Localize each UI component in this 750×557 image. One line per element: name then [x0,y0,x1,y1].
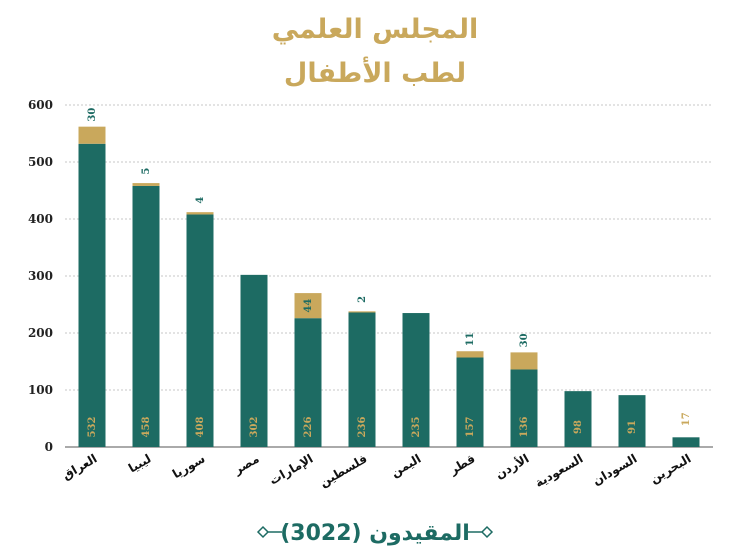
y-tick-label: 600 [28,98,53,112]
data-label: 458 [141,417,152,438]
data-label: 157 [465,417,476,438]
data-label: 302 [249,417,260,438]
y-axis: 0 100 200 300 400 500 600 [28,98,53,454]
data-label: 235 [411,417,422,438]
x-tick-label: اليمن [388,451,423,479]
y-tick-label: 200 [28,326,53,340]
chart-title-line2: لطب الأطفال [284,56,466,89]
bar-segment [402,313,430,447]
gridlines [65,104,713,448]
y-tick-label: 300 [28,269,53,283]
footer-caption: المقيدون (3022) [280,521,470,546]
x-tick-label: سوريا [170,451,208,482]
x-tick-label: السودان [590,451,640,488]
bar-segment [132,185,160,447]
x-tick-label: الإمارات [267,451,316,487]
x-tick-label: البحرين [648,451,694,486]
data-label: 2 [357,296,368,303]
bar-segment [294,293,322,319]
data-label: 136 [519,417,530,438]
bar-segment [348,312,376,447]
bar-segment [672,437,700,447]
chart-title-line1: المجلس العلمي [272,14,479,45]
data-label: 532 [87,417,98,438]
data-label: 44 [303,299,314,313]
bar-segment [294,318,322,447]
bar-segment [564,391,592,447]
bar-segment [348,311,376,313]
x-tick-label: ليبيا [126,451,154,475]
bar-segment [456,357,484,447]
y-tick-label: 400 [28,212,53,226]
y-tick-label: 0 [45,440,53,454]
left-ornament-icon [256,525,282,539]
bar-segment [186,214,214,447]
bar-segment [78,126,106,144]
bar-segment [510,369,538,447]
data-label: 17 [681,412,692,426]
bar-segment [618,395,646,447]
data-label: 226 [303,417,314,438]
x-tick-label: السعودية [533,451,586,491]
bar-segment [132,183,160,186]
data-label: 5 [141,168,152,175]
data-label: 98 [573,420,584,434]
data-label: 11 [465,332,476,346]
data-label: 30 [87,108,98,122]
data-label: 30 [519,333,530,347]
data-label: 236 [357,417,368,438]
right-ornament-icon [468,525,494,539]
x-tick-label: قطر [446,451,477,477]
bar-segment [510,352,538,370]
value-labels: 532 30 458 5 408 4 302 226 44 236 2 235 157 11 136 30 98… [87,108,692,438]
data-label: 91 [627,420,638,434]
bar-segment [456,351,484,358]
data-label: 4 [195,197,206,204]
x-tick-label: فلسطين [317,451,369,489]
x-tick-label: مصر [230,451,261,477]
bar-segment [186,212,214,215]
x-axis: العراق ليبيا سوريا مصر الإمارات فلسطين اليمن قط… [60,451,694,491]
y-tick-label: 100 [28,383,53,397]
data-label: 408 [195,417,206,438]
bar-segment [78,143,106,447]
x-tick-label: الأردن [493,451,532,482]
footer-group: المقيدون (3022) [256,521,494,546]
y-tick-label: 500 [28,155,53,169]
x-tick-label: العراق [60,451,100,482]
bar-segment [240,274,268,447]
bars [78,126,700,447]
